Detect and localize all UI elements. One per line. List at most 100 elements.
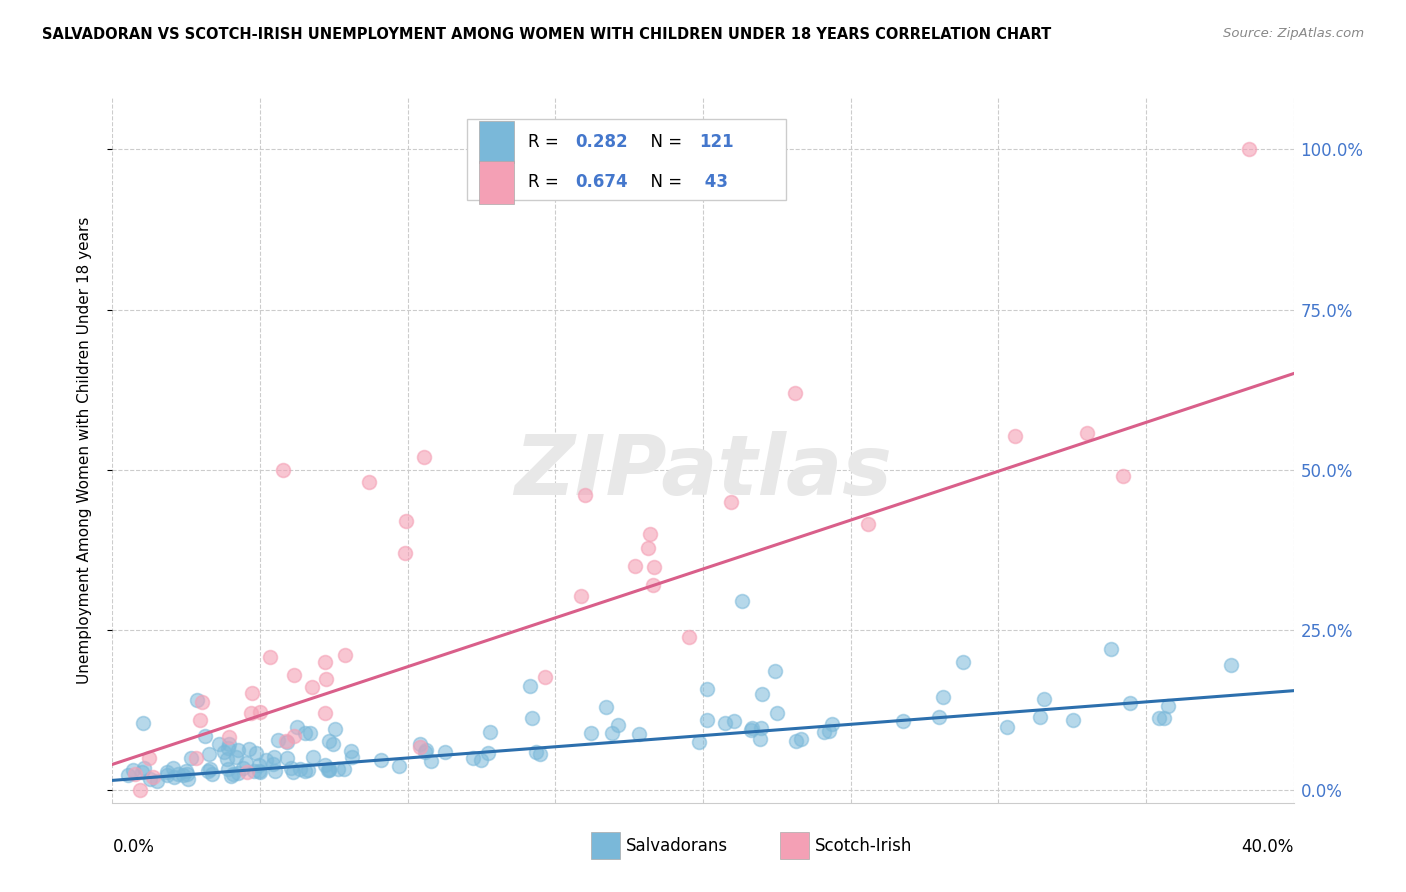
Text: 40.0%: 40.0% [1241, 838, 1294, 856]
Point [318, 762, 340, 776]
Point [1220, 658, 1243, 673]
Point [226, 766, 249, 780]
Point [254, 753, 277, 767]
Point [696, 713, 718, 727]
Text: ZIPatlas: ZIPatlas [515, 431, 891, 512]
Point [1076, 425, 1098, 440]
Point [1004, 429, 1026, 443]
Point [156, 768, 179, 782]
Point [218, 737, 240, 751]
Point [394, 546, 416, 560]
FancyBboxPatch shape [478, 161, 515, 203]
Point [388, 758, 411, 772]
Point [420, 754, 443, 768]
Point [749, 721, 772, 735]
Point [301, 680, 323, 694]
Point [741, 721, 763, 735]
Text: 0.674: 0.674 [575, 173, 628, 192]
Point [314, 655, 336, 669]
Point [249, 764, 271, 779]
Point [333, 762, 356, 776]
Point [789, 732, 811, 747]
Point [1033, 691, 1056, 706]
Point [243, 764, 266, 778]
Point [294, 726, 316, 740]
Point [301, 750, 323, 764]
Point [226, 743, 249, 757]
Text: 0.0%: 0.0% [112, 838, 155, 856]
Point [232, 761, 254, 775]
Point [569, 589, 592, 603]
Point [134, 761, 156, 775]
Point [294, 764, 316, 778]
Text: N =: N = [640, 133, 688, 151]
Point [519, 680, 541, 694]
Point [1101, 642, 1123, 657]
Point [238, 742, 260, 756]
Point [276, 751, 298, 765]
Point [264, 764, 287, 778]
Text: 43: 43 [699, 173, 728, 192]
Text: SALVADORAN VS SCOTCH-IRISH UNEMPLOYMENT AMONG WOMEN WITH CHILDREN UNDER 18 YEARS: SALVADORAN VS SCOTCH-IRISH UNEMPLOYMENT … [42, 27, 1052, 42]
Point [245, 746, 267, 760]
Point [276, 734, 298, 748]
Point [413, 745, 436, 759]
Point [177, 772, 200, 786]
Point [740, 723, 762, 737]
Point [280, 760, 302, 774]
Point [357, 475, 380, 490]
Point [283, 729, 305, 743]
Point [314, 758, 336, 772]
Point [785, 734, 807, 748]
Point [1153, 711, 1175, 725]
Point [235, 756, 257, 771]
Point [751, 687, 773, 701]
Point [932, 690, 955, 704]
Point [628, 727, 651, 741]
Point [600, 726, 623, 740]
Point [766, 706, 789, 720]
Point [395, 514, 418, 528]
Point [720, 494, 742, 508]
Point [314, 706, 336, 721]
Point [340, 744, 363, 758]
Point [433, 745, 456, 759]
FancyBboxPatch shape [780, 832, 810, 859]
Point [162, 761, 184, 775]
Point [138, 751, 160, 765]
Point [298, 726, 321, 740]
Point [678, 630, 700, 644]
Point [624, 558, 647, 573]
Point [131, 765, 153, 780]
Point [408, 737, 430, 751]
Point [194, 729, 217, 743]
FancyBboxPatch shape [591, 832, 620, 859]
Point [283, 764, 305, 779]
Point [813, 724, 835, 739]
FancyBboxPatch shape [478, 120, 515, 163]
Point [470, 753, 492, 767]
Point [129, 783, 152, 797]
Point [263, 750, 285, 764]
Point [641, 578, 664, 592]
Point [607, 718, 630, 732]
Point [689, 735, 711, 749]
Point [191, 695, 214, 709]
Point [714, 716, 737, 731]
Point [156, 764, 179, 779]
Point [239, 706, 262, 720]
Point [219, 769, 242, 783]
Point [188, 713, 211, 727]
Point [1118, 696, 1140, 710]
Point [763, 665, 786, 679]
Point [217, 752, 239, 766]
Text: Scotch-Irish: Scotch-Irish [815, 837, 912, 855]
Point [198, 747, 221, 761]
Point [180, 751, 202, 765]
Point [117, 768, 139, 782]
Point [370, 753, 392, 767]
Point [198, 762, 221, 776]
Point [1239, 142, 1261, 156]
Point [288, 762, 311, 776]
Point [638, 526, 661, 541]
